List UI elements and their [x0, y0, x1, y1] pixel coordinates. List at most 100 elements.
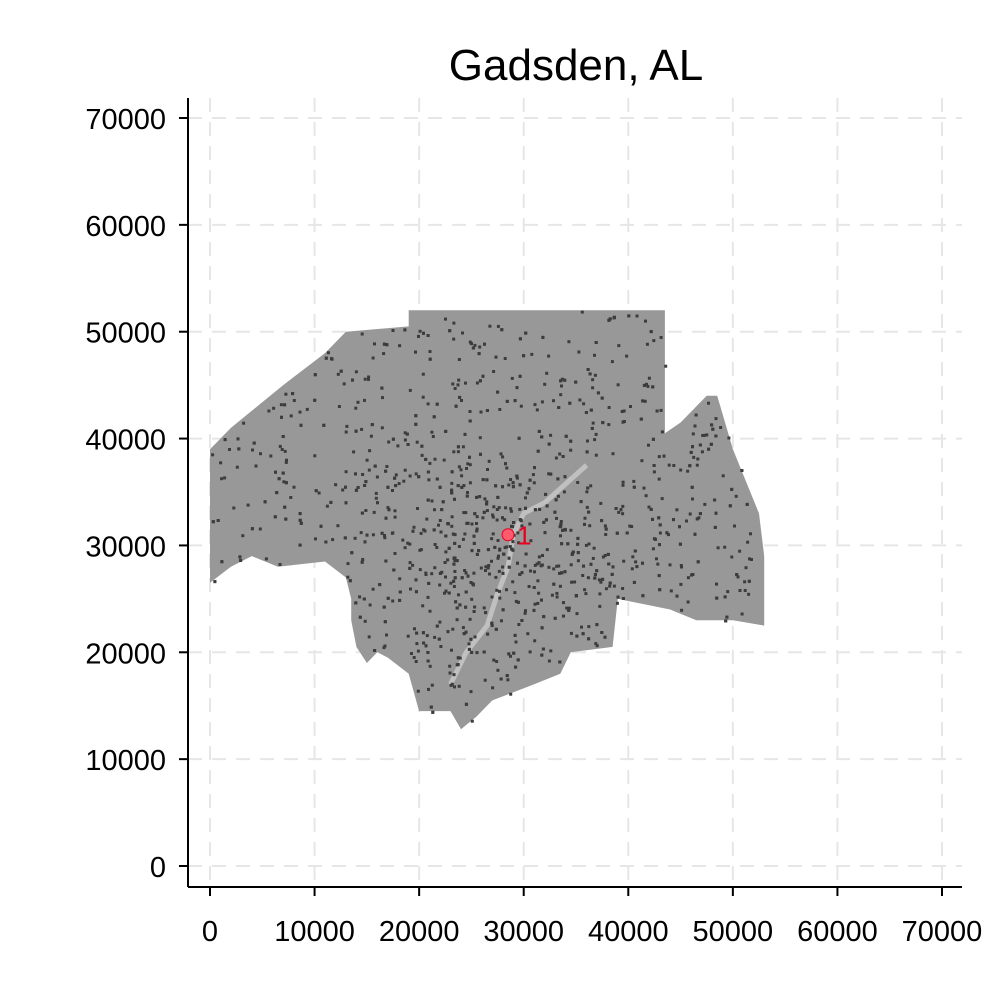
density-dot	[254, 464, 258, 468]
density-dot	[374, 491, 378, 495]
density-dot	[383, 536, 387, 540]
density-dot	[313, 454, 317, 458]
density-dot	[455, 606, 459, 610]
density-dot	[503, 357, 507, 360]
density-dot	[412, 525, 416, 529]
density-dot	[607, 406, 611, 409]
density-dot	[454, 404, 458, 408]
center-point-marker	[501, 528, 515, 542]
density-dot	[529, 539, 533, 543]
density-dot	[685, 519, 688, 523]
density-dot	[391, 489, 394, 492]
density-dot	[512, 651, 516, 655]
density-dot	[531, 473, 535, 477]
density-dot	[516, 561, 519, 565]
density-dot	[616, 595, 620, 599]
density-dot	[460, 399, 463, 402]
density-dot	[440, 508, 444, 512]
density-dot	[746, 540, 750, 544]
density-dot	[511, 580, 515, 584]
density-dot	[453, 570, 457, 573]
density-dot	[396, 444, 400, 448]
density-dot	[625, 531, 629, 535]
density-dot	[346, 575, 350, 579]
density-dot	[514, 665, 518, 669]
density-dot	[279, 403, 283, 407]
density-dot	[469, 690, 473, 694]
region-polygon	[210, 310, 765, 730]
density-dot	[452, 337, 456, 341]
density-dot	[505, 588, 508, 592]
density-dot	[658, 543, 661, 547]
density-dot	[417, 475, 421, 479]
density-dot	[427, 687, 430, 691]
density-dot	[608, 584, 612, 588]
density-dot	[238, 555, 242, 559]
density-dot	[600, 396, 604, 400]
density-dot	[501, 455, 505, 459]
density-dot	[466, 491, 469, 494]
density-dot	[452, 579, 456, 583]
density-dot	[319, 524, 323, 528]
density-dot	[575, 612, 579, 616]
density-dot	[496, 495, 500, 499]
density-dot	[432, 528, 436, 532]
density-dot	[373, 649, 377, 652]
density-dot	[589, 484, 593, 488]
density-dot	[500, 619, 503, 623]
density-dot	[283, 449, 287, 453]
density-dot	[516, 658, 520, 662]
y-tick-label: 60000	[85, 211, 166, 243]
density-dot	[558, 525, 562, 529]
density-dot	[367, 635, 371, 639]
density-dot	[496, 324, 500, 328]
density-dot	[330, 357, 334, 361]
density-dot	[733, 524, 736, 528]
density-dot	[380, 531, 384, 535]
density-dot	[527, 585, 531, 588]
density-dot	[570, 580, 574, 584]
density-dot	[515, 474, 519, 478]
density-dot	[688, 512, 692, 516]
density-dot	[450, 648, 453, 652]
density-dot	[351, 378, 354, 382]
density-dot	[711, 427, 715, 431]
density-dot	[403, 438, 407, 442]
density-dot	[710, 423, 714, 427]
density-dot	[688, 464, 692, 468]
density-dot	[444, 575, 447, 579]
density-dot	[470, 719, 474, 723]
density-dot	[549, 472, 553, 476]
density-dot	[497, 506, 501, 510]
density-dot	[453, 497, 456, 501]
density-dot	[701, 434, 705, 437]
density-dot	[460, 576, 464, 580]
density-dot	[578, 398, 582, 402]
density-dot	[604, 587, 608, 591]
density-dot	[652, 339, 656, 343]
density-dot	[452, 321, 456, 325]
density-dot	[418, 568, 422, 572]
density-dot	[621, 504, 625, 508]
density-dot	[505, 399, 509, 403]
density-dot	[555, 564, 559, 568]
chart-title: Gadsden, AL	[449, 41, 703, 90]
density-dot	[556, 477, 560, 481]
density-dot	[511, 525, 515, 529]
density-dot	[537, 429, 541, 433]
density-dot	[537, 591, 541, 595]
density-dot	[589, 408, 593, 412]
density-dot	[598, 604, 602, 608]
density-dot	[353, 536, 357, 540]
density-dot	[644, 319, 647, 323]
density-dot	[570, 552, 574, 556]
density-dot	[477, 549, 481, 553]
density-dot	[444, 534, 448, 538]
density-dot	[528, 522, 532, 526]
density-dot	[549, 433, 553, 437]
density-dot	[358, 615, 362, 619]
density-dot	[468, 410, 472, 413]
density-dot	[553, 510, 557, 514]
density-dot	[503, 546, 507, 550]
density-dot	[398, 577, 402, 581]
